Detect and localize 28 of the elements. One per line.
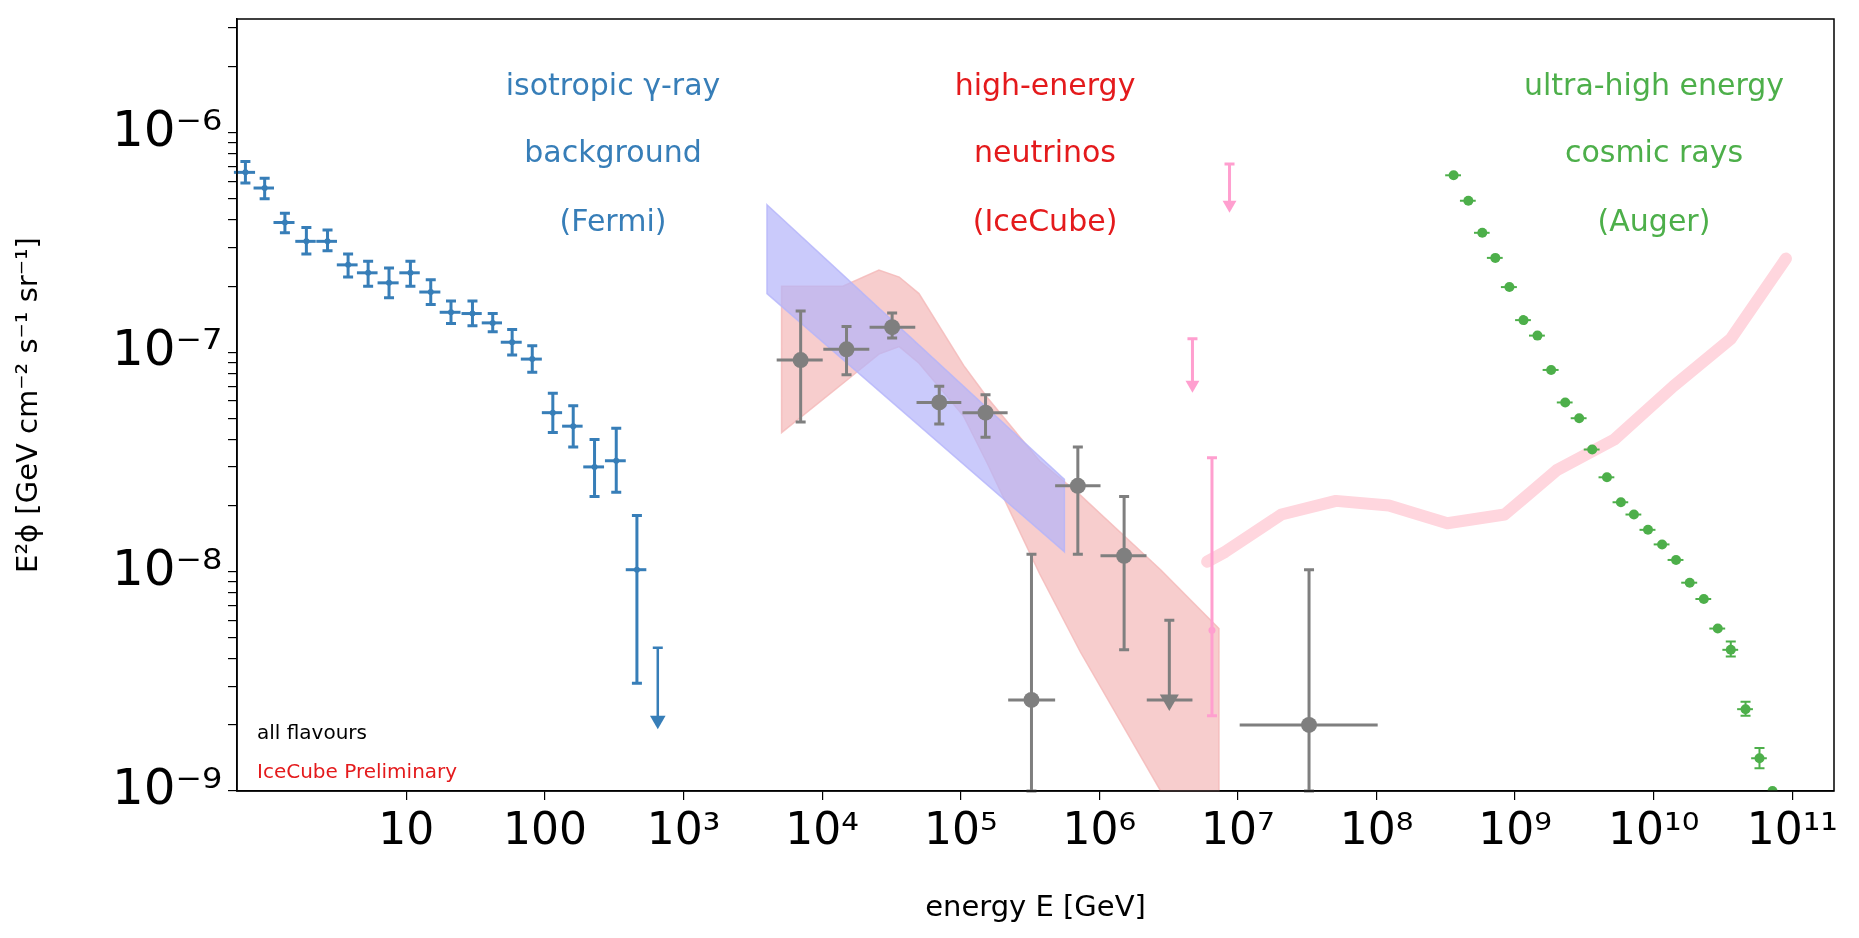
y-tick-label: 10⁻⁶ xyxy=(111,99,222,158)
annotation: (Auger) xyxy=(1597,202,1711,238)
annotation: cosmic rays xyxy=(1564,133,1744,169)
x-tick-label: 10⁶ xyxy=(1062,802,1137,854)
annotation: all flavours xyxy=(257,720,367,745)
x-tick-label: 10⁹ xyxy=(1478,802,1552,854)
x-tick-label: 100 xyxy=(502,802,587,854)
annotation: (IceCube) xyxy=(972,202,1118,238)
annotation: background xyxy=(524,133,702,169)
y-tick-label: 10⁻⁸ xyxy=(111,538,222,597)
x-tick-label: 10¹⁰ xyxy=(1608,802,1700,854)
annotation: ultra-high energy xyxy=(1523,66,1785,102)
x-tick-label: 10³ xyxy=(646,802,721,854)
y-axis-title: E²ϕ [GeV cm⁻² s⁻¹ sr⁻¹] xyxy=(9,237,44,573)
x-tick-label: 10 xyxy=(378,802,435,854)
annotation: isotropic γ-ray xyxy=(505,66,721,102)
annotation: IceCube Preliminary xyxy=(257,759,458,784)
x-axis-title: energy E [GeV] xyxy=(925,889,1146,924)
x-tick-label: 10⁵ xyxy=(923,802,998,854)
annotation: neutrinos xyxy=(974,133,1116,169)
y-tick-label: 10⁻⁷ xyxy=(111,319,222,378)
x-tick-label: 10¹¹ xyxy=(1746,802,1838,854)
y-tick-label: 10⁻⁹ xyxy=(111,757,222,816)
x-tick-label: 10⁷ xyxy=(1201,802,1275,854)
x-tick-label: 10⁴ xyxy=(785,802,859,854)
x-tick-label: 10⁸ xyxy=(1339,802,1414,854)
annotation: high-energy xyxy=(954,66,1136,102)
annotation: (Fermi) xyxy=(559,202,667,238)
